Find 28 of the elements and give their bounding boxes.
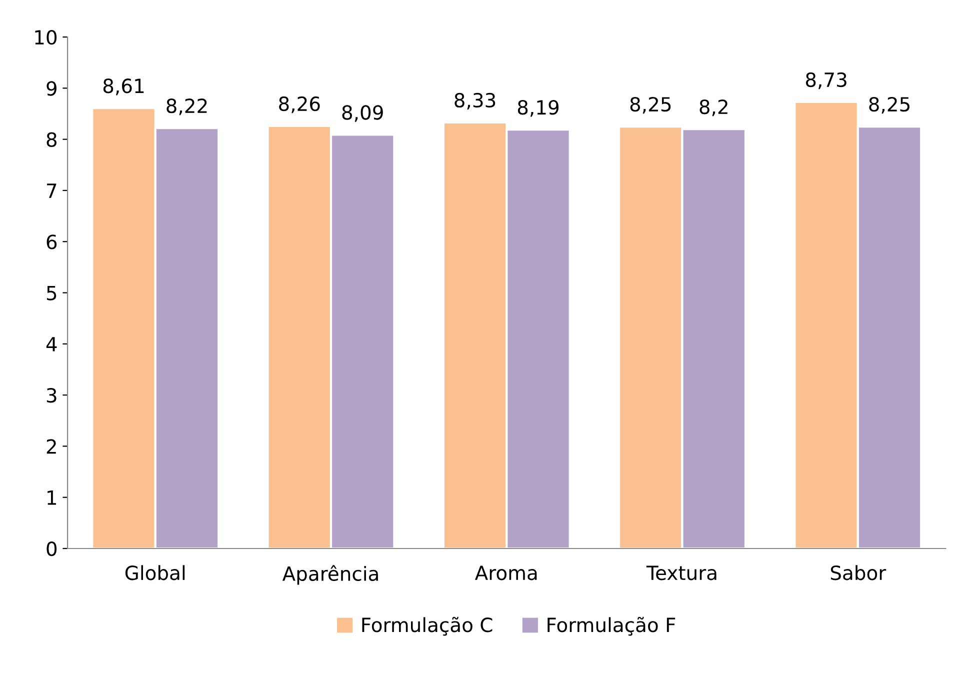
y-tick-label: 4 bbox=[46, 337, 57, 352]
data-label: 8,33 bbox=[454, 92, 496, 110]
x-tick-label: Sabor bbox=[830, 565, 886, 580]
data-label: 8,61 bbox=[103, 78, 144, 96]
y-tick-label: 3 bbox=[46, 388, 56, 403]
y-tick-label: 0 bbox=[46, 541, 57, 556]
y-tick-label: 7 bbox=[47, 184, 56, 198]
data-label: 8,25 bbox=[630, 96, 671, 114]
legend-label: Formulação F bbox=[548, 616, 676, 636]
y-tick-label: 9 bbox=[46, 81, 56, 96]
data-label: 8,25 bbox=[869, 96, 910, 114]
data-label: 8,19 bbox=[518, 100, 559, 117]
data-label: 8,73 bbox=[806, 72, 846, 90]
x-tick-label: Global bbox=[125, 565, 185, 580]
y-tick-label: 1 bbox=[48, 490, 56, 505]
x-tick-label: Aroma bbox=[474, 566, 537, 580]
x-tick-label: Aparência bbox=[282, 565, 378, 585]
y-tick-label: 10 bbox=[35, 30, 57, 45]
x-tick-label: Textura bbox=[646, 566, 716, 580]
data-label: 8,26 bbox=[279, 96, 320, 114]
y-tick-label: 6 bbox=[46, 234, 57, 250]
y-tick-label: 2 bbox=[46, 439, 56, 454]
y-tick-label: 5 bbox=[46, 286, 56, 300]
legend-label: Formulação C bbox=[362, 616, 492, 636]
data-label: 8,22 bbox=[166, 98, 207, 116]
data-label: 8,09 bbox=[342, 105, 383, 122]
y-tick-label: 8 bbox=[46, 132, 56, 147]
data-label: 8,2 bbox=[700, 99, 728, 116]
